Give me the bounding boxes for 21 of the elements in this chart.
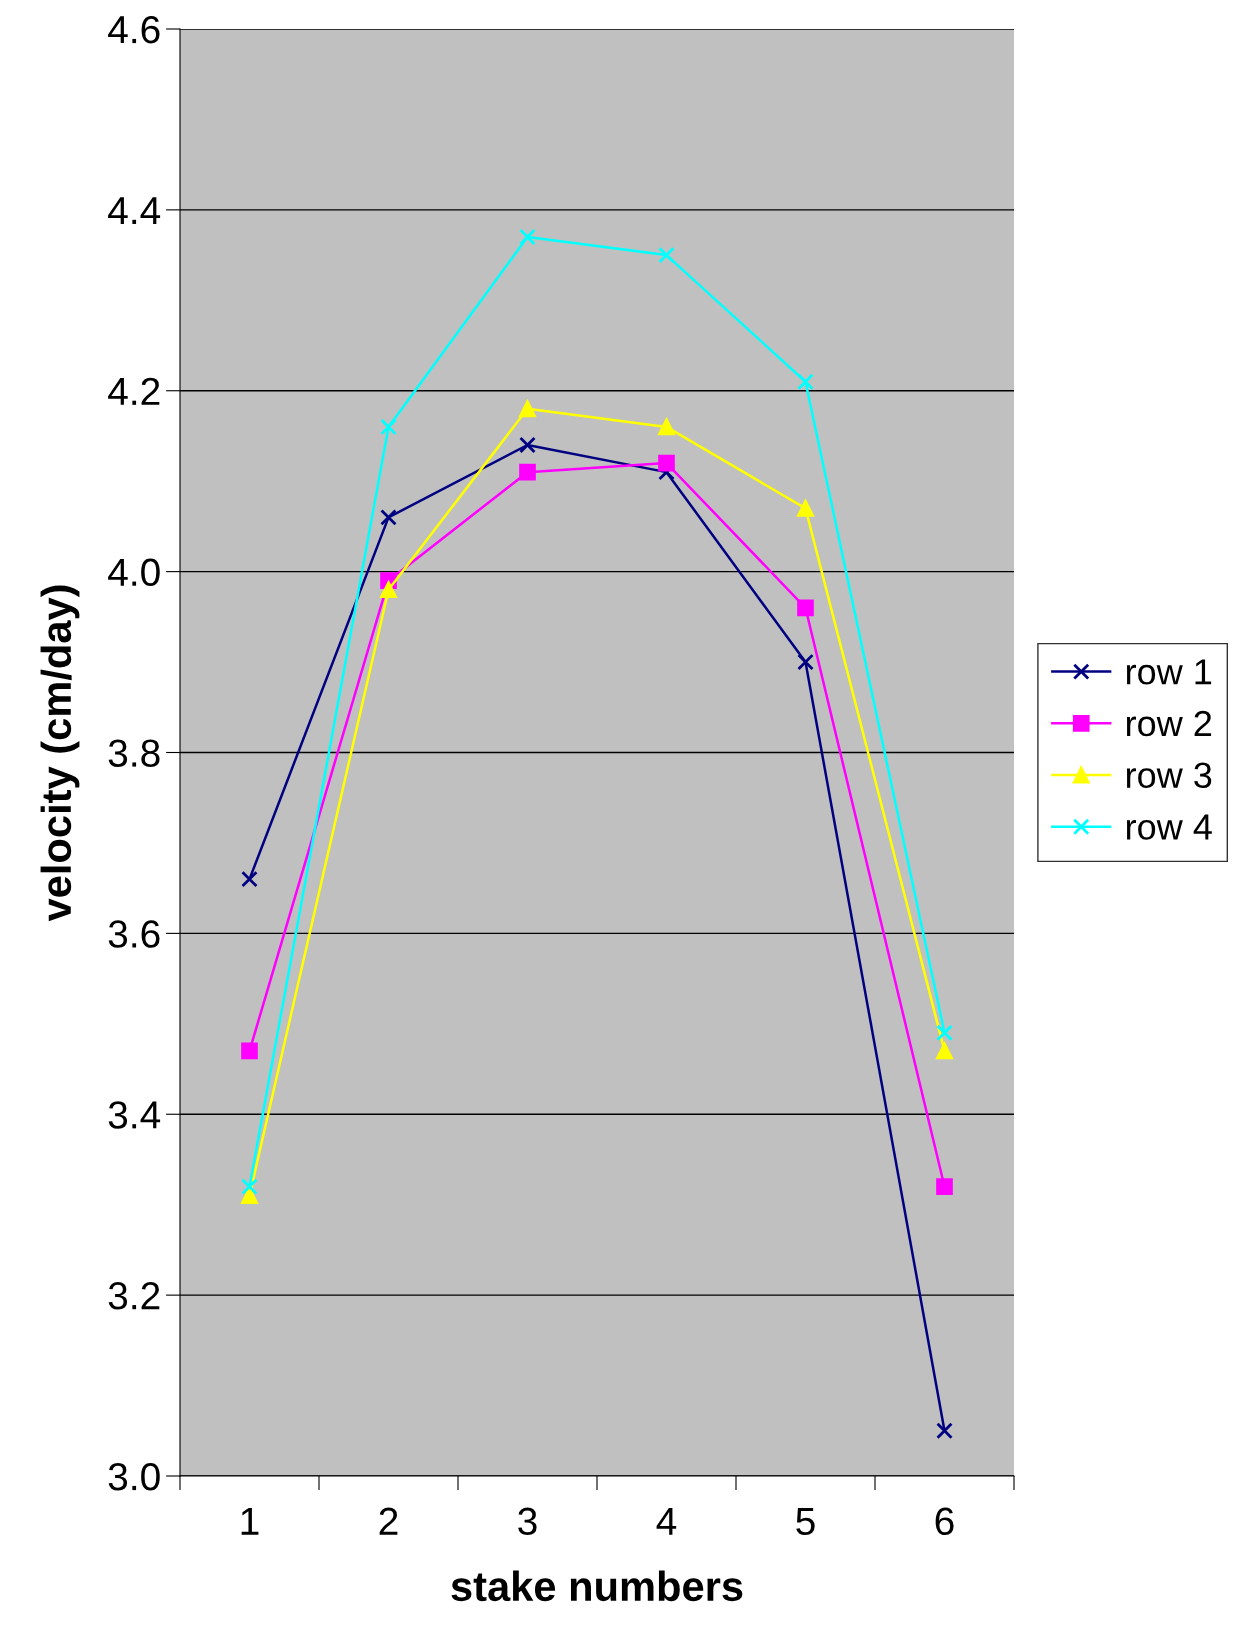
y-axis-title: velocity (cm/day) — [40, 585, 80, 922]
y-tick-label: 3.2 — [108, 1282, 160, 1310]
legend-label: row 3 — [1126, 762, 1212, 789]
y-tick-label: 4.4 — [108, 197, 161, 224]
y-tick-label: 4.2 — [108, 377, 160, 405]
x-axis-title: stake numbers — [451, 1570, 743, 1602]
y-tick-label: 3.0 — [108, 1462, 160, 1491]
x-tick-label: 2 — [379, 1507, 398, 1535]
y-tick-label: 3.4 — [108, 1101, 161, 1129]
x-tick-label: 6 — [935, 1507, 954, 1536]
legend-label: row 1 — [1126, 659, 1212, 685]
legend-label: row 4 — [1126, 814, 1212, 840]
x-tick-label: 3 — [518, 1507, 537, 1536]
legend-label: row 2 — [1126, 710, 1212, 737]
x-tick-label: 4 — [656, 1507, 677, 1535]
y-tick-label: 4.0 — [108, 558, 160, 587]
x-tick-label: 5 — [796, 1507, 815, 1536]
y-tick-label: 3.8 — [108, 739, 160, 767]
y-tick-label: 3.6 — [108, 920, 160, 948]
x-tick-label: 1 — [241, 1507, 259, 1535]
y-tick-label: 4.6 — [108, 15, 160, 44]
